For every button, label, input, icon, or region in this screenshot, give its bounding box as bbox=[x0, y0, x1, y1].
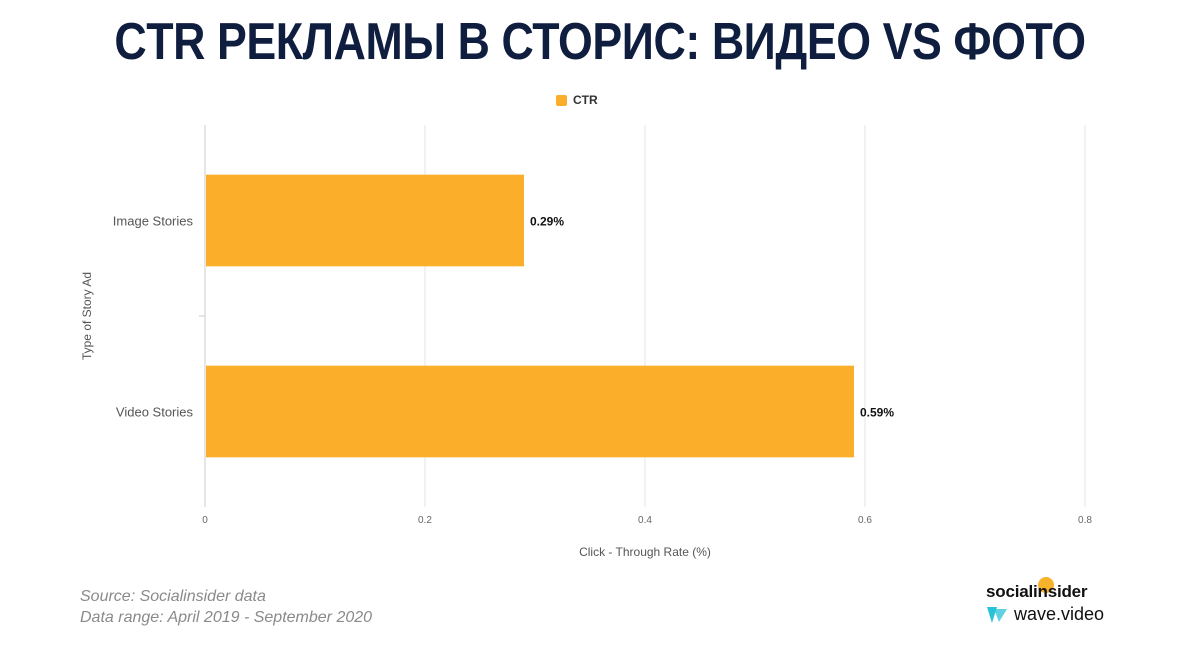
y-category-label: Image Stories bbox=[113, 214, 194, 229]
data-range-note: Data range: April 2019 - September 2020 bbox=[80, 609, 373, 626]
footer: Source: Socialinsider data Data range: A… bbox=[80, 586, 372, 628]
y-axis-title: Type of Story Ad bbox=[80, 272, 94, 360]
x-tick-label: 0.6 bbox=[858, 515, 872, 526]
socialinsider-logo-text: socialinsider bbox=[986, 582, 1088, 601]
wavevideo-logo: wave.video bbox=[986, 604, 1126, 625]
socialinsider-logo: socialinsider bbox=[986, 577, 1126, 602]
x-tick-label: 0 bbox=[202, 515, 208, 526]
wavevideo-logo-text: wave.video bbox=[1014, 604, 1105, 624]
legend-swatch bbox=[556, 94, 567, 106]
wave-video-icon bbox=[987, 606, 1007, 623]
bar bbox=[206, 365, 854, 458]
page-title: CTR РЕКЛАМЫ В СТОРИС: ВИДЕО VS ФОТО bbox=[114, 13, 1086, 71]
bar bbox=[206, 174, 524, 267]
bar-data-label: 0.59% bbox=[860, 406, 894, 420]
bar-data-label: 0.29% bbox=[530, 215, 564, 229]
bar-chart: 0 0.2 0.4 0.6 0.8 Image Stories 0.29% Video Sto… bbox=[80, 125, 1092, 559]
x-tick-label: 0.8 bbox=[1078, 515, 1092, 526]
y-category-label: Video Stories bbox=[116, 405, 194, 420]
x-tick-label: 0.2 bbox=[418, 515, 432, 526]
x-tick-label: 0.4 bbox=[638, 515, 652, 526]
source-note: Source: Socialinsider data bbox=[80, 588, 266, 605]
socialinsider-smiley-icon bbox=[1038, 577, 1054, 593]
chart-legend: CTR bbox=[556, 93, 598, 107]
x-axis-title: Click - Through Rate (%) bbox=[579, 545, 711, 559]
logos: socialinsider wave.video bbox=[986, 577, 1126, 625]
legend-label: CTR bbox=[573, 93, 598, 107]
